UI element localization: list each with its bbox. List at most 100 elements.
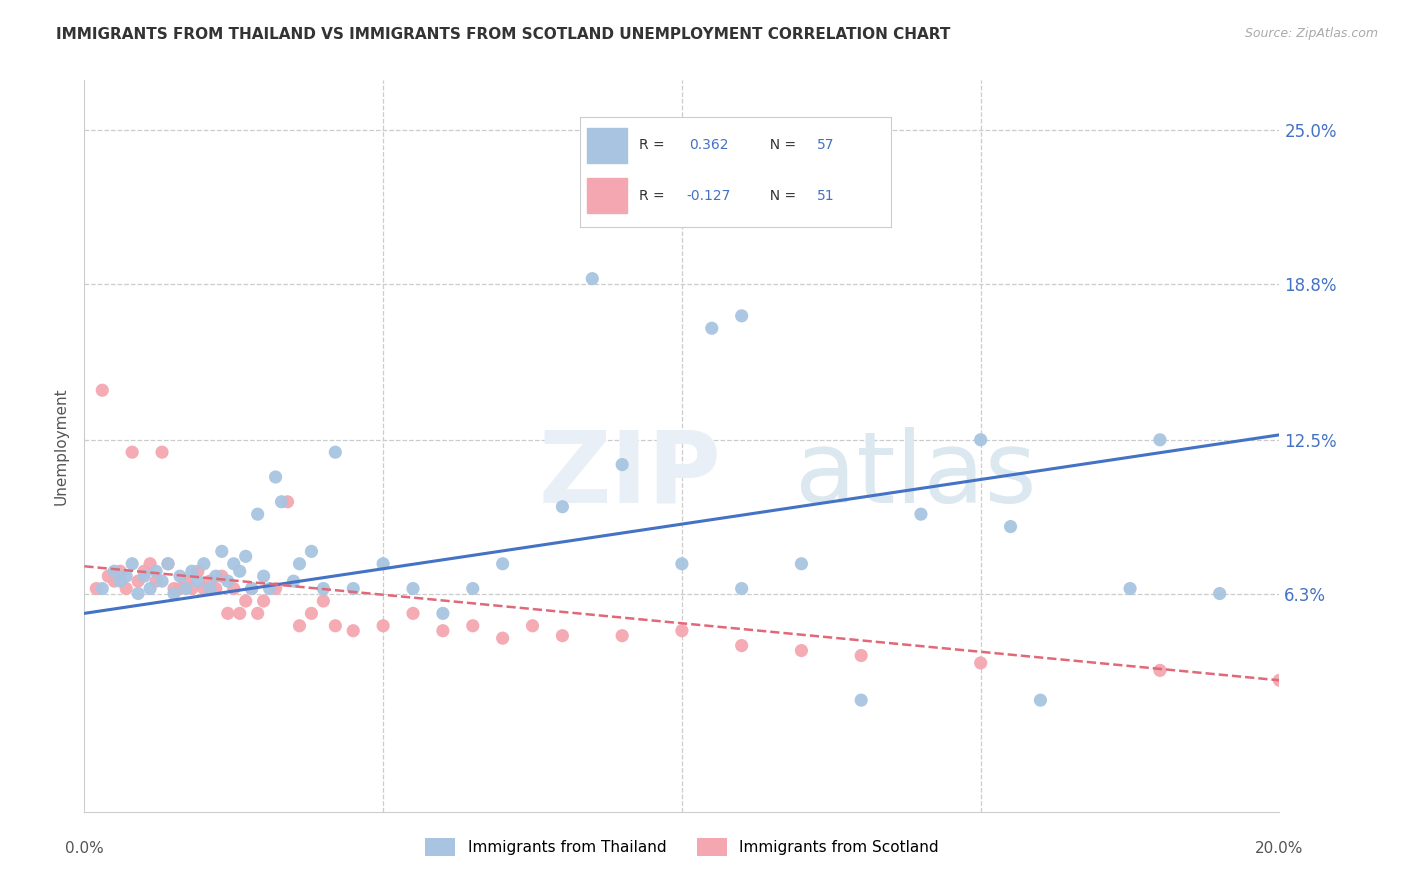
Point (198, 574, 221, 588)
Point (264, 582, 287, 596)
Point (551, 500, 574, 514)
Point (312, 582, 335, 596)
Point (402, 607, 425, 621)
Point (461, 582, 484, 596)
Point (301, 544, 323, 558)
Point (970, 433, 993, 447)
Point (115, 569, 138, 583)
Point (270, 495, 292, 509)
Point (342, 624, 364, 638)
Point (240, 582, 263, 596)
Point (222, 582, 245, 596)
Point (1268, 673, 1291, 688)
Point (402, 582, 425, 596)
Point (193, 557, 215, 571)
Point (132, 569, 156, 583)
Point (110, 564, 132, 578)
Point (373, 619, 395, 633)
Point (121, 557, 143, 571)
Point (211, 544, 233, 558)
Point (205, 582, 228, 596)
Point (731, 582, 754, 596)
Point (1029, 693, 1052, 707)
Point (198, 582, 221, 596)
Point (325, 619, 347, 633)
Point (259, 582, 281, 596)
Point (1149, 433, 1171, 447)
Text: atlas: atlas (796, 426, 1038, 524)
Point (139, 557, 162, 571)
Point (222, 557, 245, 571)
Point (86, 582, 108, 596)
Point (169, 582, 191, 596)
Point (187, 574, 209, 588)
Point (163, 582, 186, 596)
Point (127, 574, 149, 588)
Point (187, 564, 209, 578)
Point (174, 574, 197, 588)
Text: IMMIGRANTS FROM THAILAND VS IMMIGRANTS FROM SCOTLAND UNEMPLOYMENT CORRELATION CH: IMMIGRANTS FROM THAILAND VS IMMIGRANTS F… (56, 27, 950, 42)
Legend: Immigrants from Thailand, Immigrants from Scotland: Immigrants from Thailand, Immigrants fro… (419, 831, 945, 863)
Point (373, 557, 395, 571)
Point (228, 607, 252, 621)
Point (731, 309, 754, 323)
Point (253, 569, 276, 583)
Point (145, 574, 167, 588)
Point (235, 594, 257, 608)
Point (581, 271, 603, 285)
Point (205, 569, 228, 583)
Point (217, 607, 239, 621)
Point (551, 629, 574, 643)
Point (115, 582, 138, 596)
Point (97, 569, 120, 583)
Point (157, 557, 180, 571)
Point (103, 574, 125, 588)
Point (240, 582, 263, 596)
Point (145, 564, 167, 578)
Text: ZIP: ZIP (538, 426, 721, 524)
Point (169, 569, 191, 583)
Point (246, 607, 269, 621)
Point (288, 557, 311, 571)
Point (910, 507, 932, 521)
Point (432, 624, 454, 638)
Point (283, 574, 305, 588)
Point (150, 574, 173, 588)
Point (174, 582, 197, 596)
Point (121, 445, 143, 459)
Point (671, 624, 693, 638)
Point (163, 586, 186, 600)
Point (1149, 664, 1171, 678)
Point (150, 445, 173, 459)
Point (492, 631, 515, 645)
Point (264, 470, 287, 484)
Point (1000, 519, 1022, 533)
Point (1119, 582, 1142, 596)
Point (277, 495, 299, 509)
Point (103, 564, 125, 578)
Point (461, 619, 484, 633)
Point (1209, 586, 1232, 600)
Point (790, 643, 813, 657)
Point (851, 648, 873, 663)
Point (790, 557, 813, 571)
Text: 0.0%: 0.0% (65, 841, 104, 856)
Point (110, 574, 132, 588)
Point (342, 582, 364, 596)
Point (246, 507, 269, 521)
Point (181, 564, 204, 578)
Point (671, 557, 693, 571)
Text: Source: ZipAtlas.com: Source: ZipAtlas.com (1244, 27, 1378, 40)
Point (217, 574, 239, 588)
Point (970, 656, 993, 670)
Point (193, 582, 215, 596)
Point (731, 639, 754, 653)
Point (325, 445, 347, 459)
Point (139, 582, 162, 596)
Point (91, 383, 114, 397)
Point (612, 458, 634, 472)
Point (522, 619, 544, 633)
Point (492, 557, 515, 571)
Point (288, 619, 311, 633)
Point (91, 582, 114, 596)
